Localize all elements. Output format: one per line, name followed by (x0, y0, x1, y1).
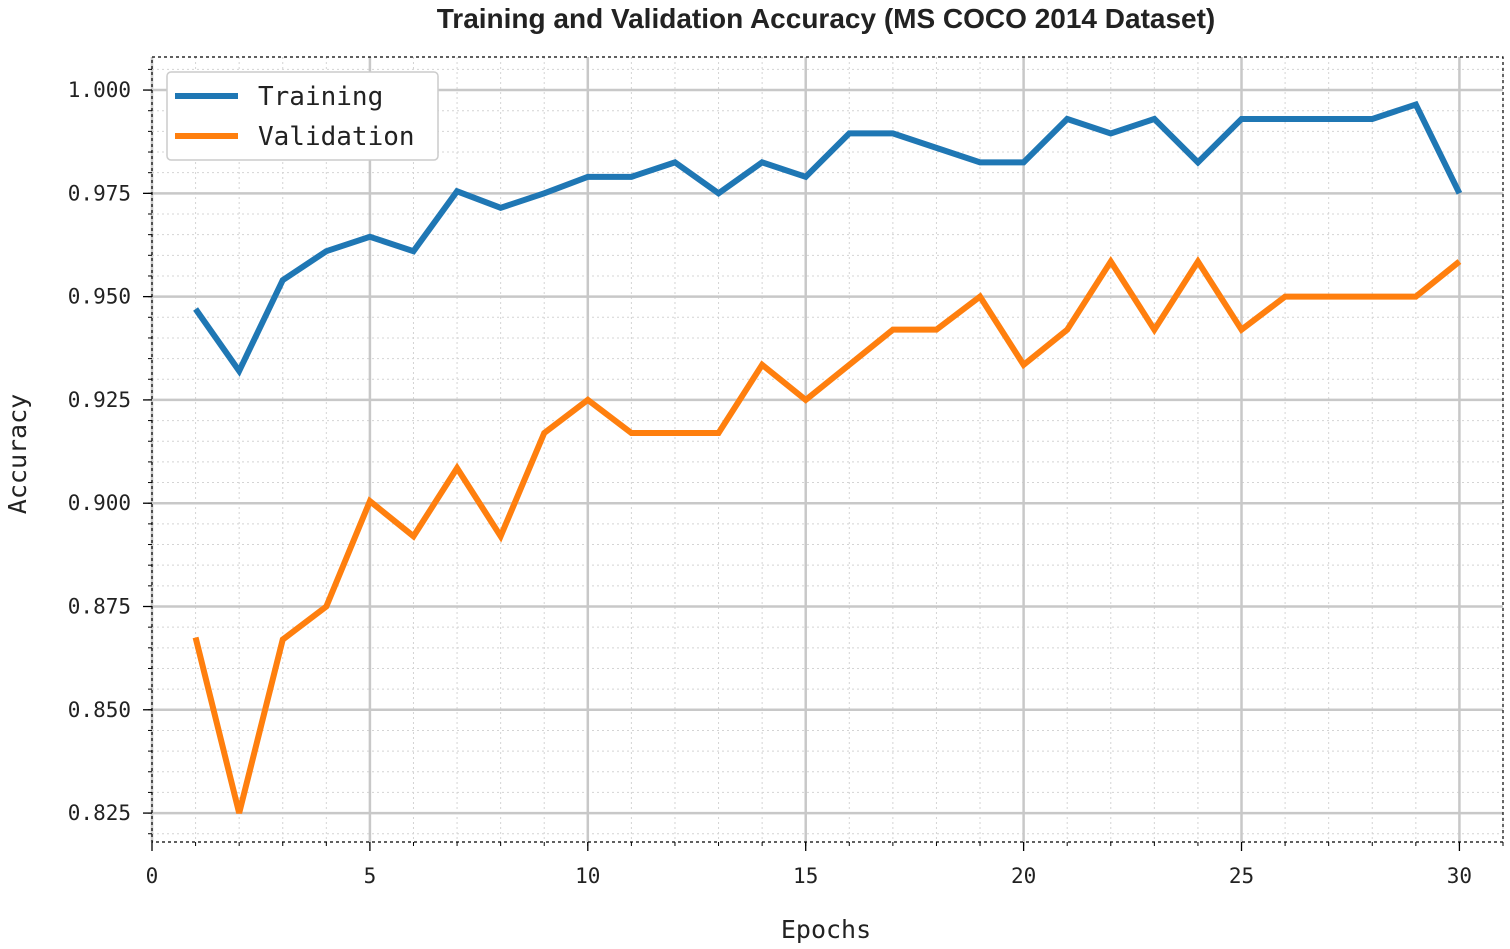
x-tick-label: 0 (146, 864, 159, 888)
series-layer (192, 100, 1463, 814)
y-tick-label: 0.825 (68, 801, 131, 825)
x-tick-label: 25 (1229, 864, 1254, 888)
series-line-training (193, 100, 1463, 377)
y-tick-label: 0.900 (68, 491, 131, 515)
y-tick-label: 0.925 (68, 388, 131, 412)
legend-label-training: Training (258, 82, 383, 112)
series-line-validation (192, 255, 1462, 814)
y-tick-label: 0.850 (68, 698, 131, 722)
y-tick-label: 0.975 (68, 181, 131, 205)
y-tick-label: 1.000 (68, 78, 131, 102)
x-axis-label: Epochs (781, 915, 871, 944)
x-tick-label: 15 (793, 864, 818, 888)
legend: Training Validation (166, 71, 439, 161)
y-tick-label: 0.950 (68, 285, 131, 309)
plot-frame (151, 56, 1504, 843)
grid (150, 57, 1504, 842)
y-tick-label: 0.875 (68, 595, 131, 619)
legend-label-validation: Validation (258, 122, 415, 152)
x-tick-label: 20 (1011, 864, 1036, 888)
chart-title: Training and Validation Accuracy (MS COC… (437, 3, 1216, 34)
axes: 0 5 10 15 20 25 30 0.825 0.850 0.875 0.900 0.925 0.9… (68, 68, 1504, 888)
x-tick-label: 30 (1447, 864, 1472, 888)
x-tick-label: 10 (575, 864, 600, 888)
y-axis-label: Accuracy (3, 394, 32, 514)
x-tick-label: 5 (364, 864, 377, 888)
